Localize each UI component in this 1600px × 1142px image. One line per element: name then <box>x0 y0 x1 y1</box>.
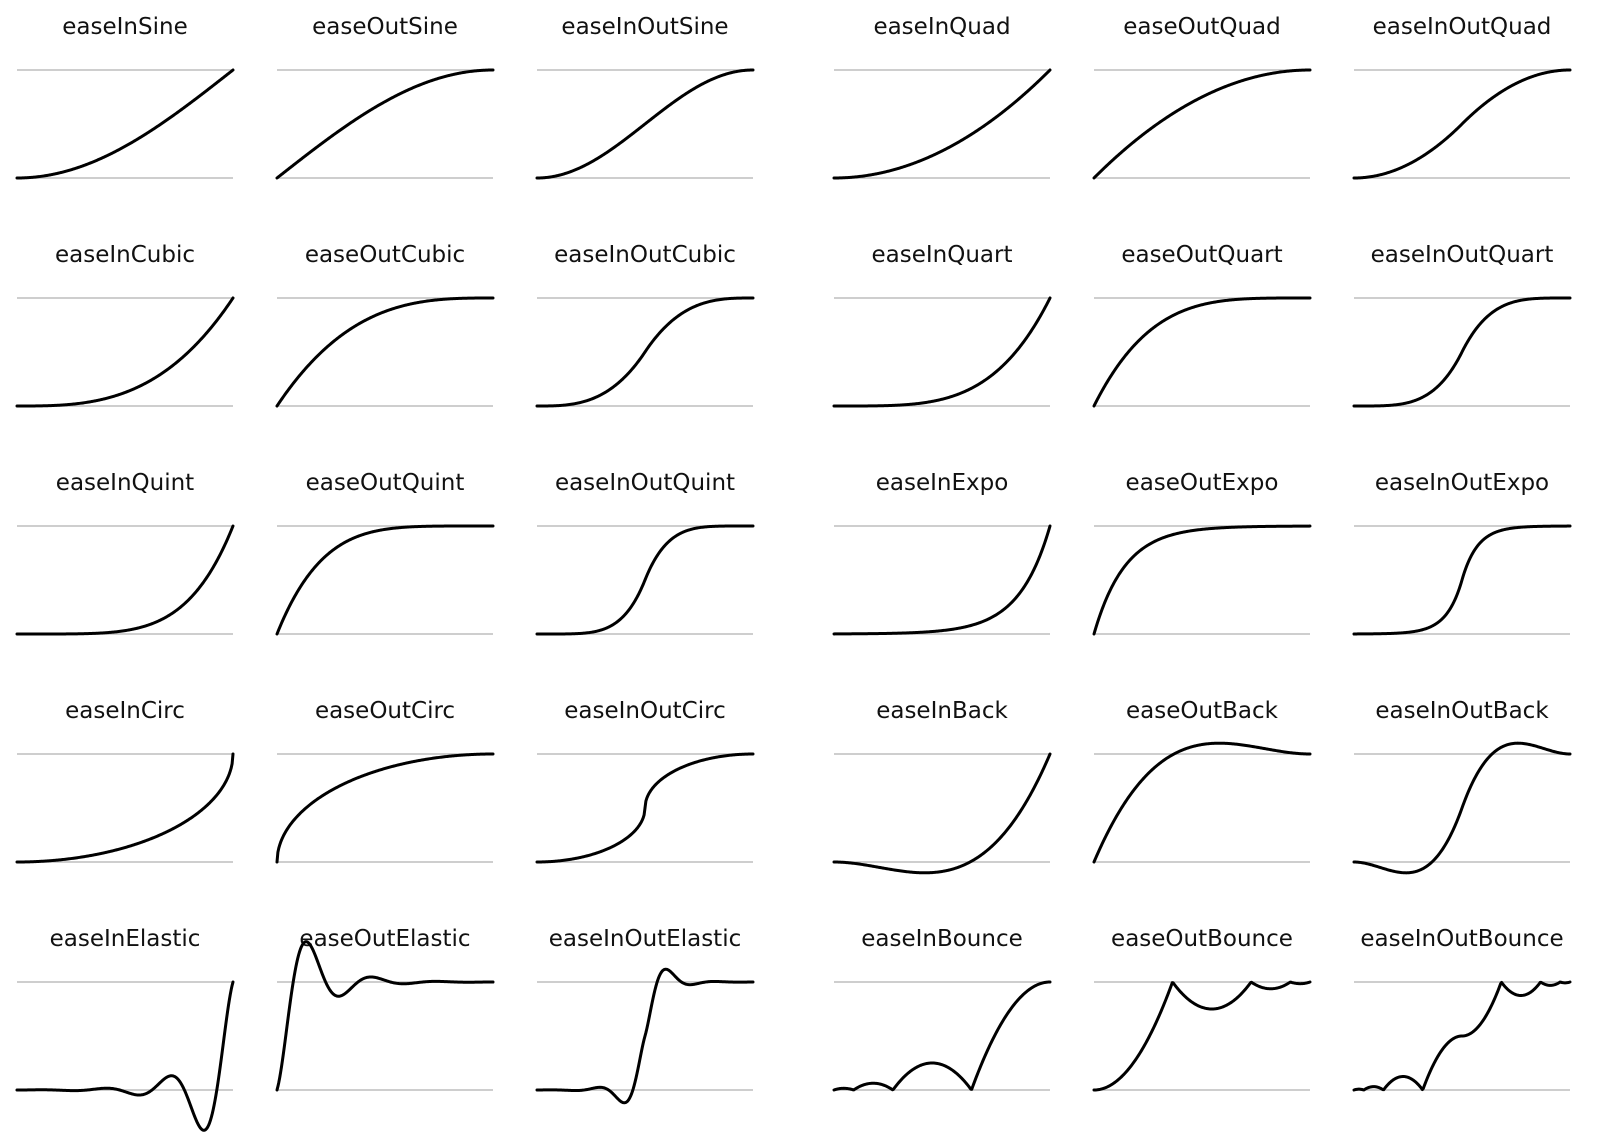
chart-panel-easeOutBounce: easeOutBounce <box>1092 926 1312 1092</box>
panel-title: easeInOutBack <box>1375 698 1549 724</box>
easing-curve <box>1352 980 1572 1092</box>
chart-panel-easeInOutQuint: easeInOutQuint <box>535 470 755 636</box>
chart-panel-easeInOutCirc: easeInOutCirc <box>535 698 755 864</box>
panel-title: easeOutQuint <box>306 470 465 496</box>
easing-curve <box>275 524 495 636</box>
easing-curve <box>1352 296 1572 408</box>
easing-curve <box>832 524 1052 636</box>
chart-panel-easeInCubic: easeInCubic <box>15 242 235 408</box>
easing-curve <box>15 980 235 1132</box>
chart-panel-easeInQuart: easeInQuart <box>832 242 1052 408</box>
panel-title: easeInOutExpo <box>1375 470 1549 496</box>
panel-title: easeInOutQuad <box>1373 14 1552 40</box>
easing-curve <box>1092 68 1312 180</box>
chart-panel-easeOutQuint: easeOutQuint <box>275 470 495 636</box>
panel-title: easeInQuart <box>872 242 1013 268</box>
panel-title: easeInSine <box>62 14 187 40</box>
panel-title: easeOutBounce <box>1111 926 1293 952</box>
easing-curve <box>832 296 1052 408</box>
panel-title: easeInQuad <box>873 14 1010 40</box>
chart-panel-easeInSine: easeInSine <box>15 14 235 180</box>
easing-curve <box>275 752 495 864</box>
chart-panel-easeInOutQuad: easeInOutQuad <box>1352 14 1572 180</box>
panel-title: easeOutSine <box>312 14 458 40</box>
chart-panel-easeOutBack: easeOutBack <box>1092 698 1312 864</box>
easing-curve <box>832 68 1052 180</box>
easing-curve <box>15 524 235 636</box>
easing-curve <box>275 296 495 408</box>
easing-curve <box>1092 741 1312 864</box>
easing-curve <box>1092 296 1312 408</box>
chart-panel-easeInCirc: easeInCirc <box>15 698 235 864</box>
panel-title: easeOutBack <box>1126 698 1279 724</box>
easing-curve <box>535 296 755 408</box>
easing-curve <box>535 524 755 636</box>
panel-title: easeInExpo <box>876 470 1009 496</box>
panel-title: easeInBack <box>876 698 1008 724</box>
chart-panel-easeInOutBounce: easeInOutBounce <box>1352 926 1572 1092</box>
panel-title: easeInOutQuint <box>555 470 735 496</box>
panel-title: easeInOutCubic <box>554 242 736 268</box>
panel-title: easeOutCubic <box>305 242 465 268</box>
panel-title: easeInOutBounce <box>1360 926 1563 952</box>
easing-curve <box>15 296 235 408</box>
easing-curve <box>535 68 755 180</box>
panel-title: easeInOutQuart <box>1371 242 1554 268</box>
chart-panel-easeInOutCubic: easeInOutCubic <box>535 242 755 408</box>
easing-curve <box>1092 980 1312 1092</box>
easing-curve <box>535 752 755 864</box>
easing-curve <box>832 980 1052 1092</box>
easing-curve <box>535 967 755 1105</box>
chart-panel-easeOutQuad: easeOutQuad <box>1092 14 1312 180</box>
panel-title: easeInOutSine <box>561 14 728 40</box>
panel-title: easeInCubic <box>55 242 195 268</box>
chart-panel-easeInQuad: easeInQuad <box>832 14 1052 180</box>
chart-panel-easeInOutSine: easeInOutSine <box>535 14 755 180</box>
chart-panel-easeInExpo: easeInExpo <box>832 470 1052 636</box>
easing-curve <box>1352 741 1572 875</box>
easing-curve <box>275 940 495 1092</box>
chart-panel-easeInQuint: easeInQuint <box>15 470 235 636</box>
panel-title: easeOutQuart <box>1121 242 1282 268</box>
panel-title: easeOutElastic <box>299 926 470 952</box>
chart-panel-easeInOutElastic: easeInOutElastic <box>535 926 755 1105</box>
easing-curve <box>1352 68 1572 180</box>
chart-panel-easeInOutQuart: easeInOutQuart <box>1352 242 1572 408</box>
chart-panel-easeOutQuart: easeOutQuart <box>1092 242 1312 408</box>
easing-curve <box>15 752 235 864</box>
easing-curve <box>1352 524 1572 636</box>
panel-title: easeOutQuad <box>1123 14 1280 40</box>
chart-panel-easeOutExpo: easeOutExpo <box>1092 470 1312 636</box>
panel-title: easeInBounce <box>861 926 1023 952</box>
panel-title: easeInQuint <box>56 470 194 496</box>
chart-panel-easeOutSine: easeOutSine <box>275 14 495 180</box>
chart-panel-easeOutCirc: easeOutCirc <box>275 698 495 864</box>
chart-panel-easeInBounce: easeInBounce <box>832 926 1052 1092</box>
easing-curve <box>1092 524 1312 636</box>
panel-title: easeOutCirc <box>315 698 455 724</box>
panel-title: easeInCirc <box>65 698 185 724</box>
easing-curve <box>832 752 1052 875</box>
chart-panel-easeInOutExpo: easeInOutExpo <box>1352 470 1572 636</box>
panel-title: easeInOutCirc <box>564 698 725 724</box>
panel-title: easeInOutElastic <box>549 926 742 952</box>
chart-panel-easeInOutBack: easeInOutBack <box>1352 698 1572 875</box>
panel-title: easeInElastic <box>50 926 201 952</box>
chart-panel-easeInBack: easeInBack <box>832 698 1052 875</box>
easing-curve <box>275 68 495 180</box>
panel-title: easeOutExpo <box>1126 470 1279 496</box>
chart-panel-easeOutCubic: easeOutCubic <box>275 242 495 408</box>
chart-panel-easeOutElastic: easeOutElastic <box>275 926 495 1092</box>
chart-panel-easeInElastic: easeInElastic <box>15 926 235 1132</box>
easing-curve <box>15 68 235 180</box>
